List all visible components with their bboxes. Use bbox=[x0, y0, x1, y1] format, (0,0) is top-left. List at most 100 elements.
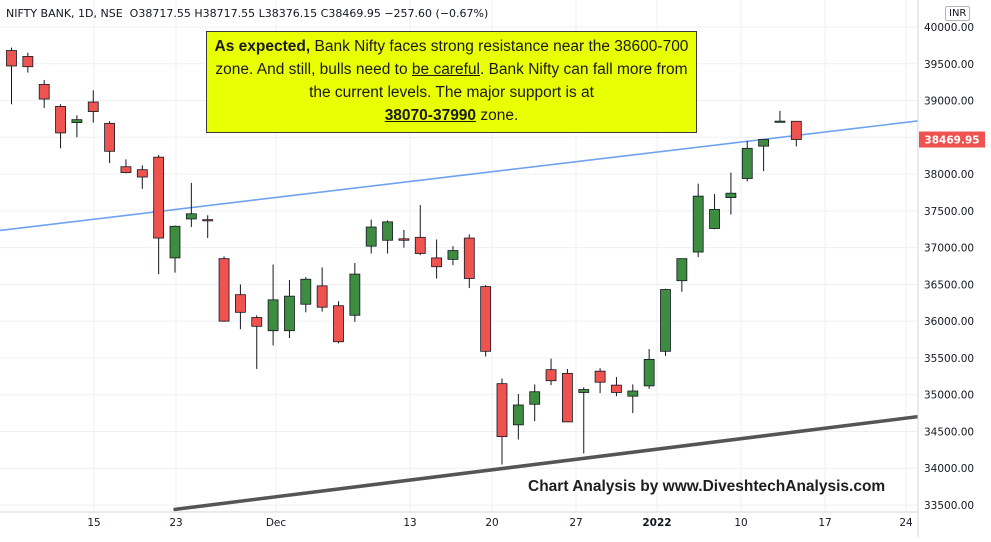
annotation-text: Bank Nifty faces strong resistance near … bbox=[215, 38, 689, 78]
candle-body bbox=[709, 208, 720, 229]
candle-body bbox=[529, 391, 541, 405]
candle-body bbox=[316, 285, 328, 308]
candle bbox=[529, 384, 541, 422]
candle-body bbox=[22, 56, 34, 68]
candle-body bbox=[38, 83, 50, 100]
candle bbox=[333, 301, 344, 344]
candle-body bbox=[349, 273, 361, 316]
candle-body bbox=[169, 225, 181, 259]
candle-body bbox=[594, 370, 606, 383]
candle-body bbox=[153, 156, 165, 239]
candle bbox=[349, 263, 361, 322]
candle-body bbox=[251, 317, 263, 327]
candle-body bbox=[87, 101, 99, 112]
candle bbox=[382, 220, 393, 254]
candle-body bbox=[660, 289, 671, 352]
trendlines bbox=[0, 104, 991, 512]
candle bbox=[643, 349, 655, 389]
x-tick-label: 15 bbox=[87, 517, 100, 529]
candle-body bbox=[611, 384, 622, 393]
candle bbox=[284, 279, 295, 339]
candle bbox=[218, 256, 230, 322]
resistance-trendline[interactable] bbox=[0, 104, 991, 239]
candle bbox=[611, 377, 622, 397]
candle bbox=[512, 393, 524, 440]
candle-body bbox=[300, 278, 312, 305]
candle bbox=[104, 121, 115, 164]
annotation-text-2: . Bank Nifty can fall more from the curr… bbox=[309, 61, 688, 101]
candle-body bbox=[333, 305, 344, 343]
candle bbox=[202, 215, 214, 239]
candle bbox=[758, 139, 769, 172]
y-tick-label: 33500.00 bbox=[924, 500, 974, 512]
candle bbox=[169, 225, 181, 273]
candle-body bbox=[218, 258, 230, 322]
x-tick-label: 13 bbox=[403, 517, 416, 529]
candle bbox=[22, 52, 34, 73]
candle-body bbox=[627, 390, 639, 397]
candle-body bbox=[398, 238, 410, 241]
x-tick-label: 20 bbox=[485, 517, 498, 529]
y-tick-label: 40000.00 bbox=[924, 22, 974, 34]
symbol-header: NIFTY BANK, 1D, NSE O38717.55 H38717.55 … bbox=[6, 7, 488, 20]
candle bbox=[316, 267, 328, 312]
y-tick-label: 35500.00 bbox=[924, 353, 974, 365]
candle bbox=[153, 154, 165, 275]
candle bbox=[463, 234, 475, 289]
candle-body bbox=[365, 226, 377, 247]
candle bbox=[447, 246, 459, 266]
candle-body bbox=[463, 237, 475, 279]
candle-body bbox=[790, 120, 802, 140]
candle-body bbox=[480, 286, 492, 352]
candle bbox=[627, 384, 639, 414]
candle-body bbox=[382, 221, 393, 241]
candle-body bbox=[136, 169, 148, 178]
y-tick-label: 38000.00 bbox=[924, 169, 974, 181]
candle bbox=[365, 219, 377, 254]
currency-badge[interactable]: INR bbox=[945, 6, 971, 21]
candle-body bbox=[202, 219, 214, 222]
candle bbox=[480, 285, 492, 357]
x-tick-label: 23 bbox=[169, 517, 182, 529]
candle-body bbox=[725, 192, 737, 199]
candle bbox=[578, 387, 590, 454]
candle-body bbox=[578, 389, 590, 393]
symbol-name: NIFTY BANK, 1D, NSE bbox=[6, 7, 123, 20]
candle bbox=[594, 368, 606, 394]
y-tick-label: 39000.00 bbox=[924, 96, 974, 108]
chart-credit: Chart Analysis by www.DiveshtechAnalysis… bbox=[528, 478, 886, 495]
y-tick-label: 34500.00 bbox=[924, 426, 974, 438]
candle bbox=[71, 115, 83, 138]
candle-body bbox=[643, 358, 655, 387]
y-tick-label: 35000.00 bbox=[924, 390, 974, 402]
candle bbox=[6, 47, 17, 105]
candle-body bbox=[676, 258, 688, 282]
support-trendline[interactable] bbox=[173, 399, 991, 512]
annotation-support-zone: 38070-37990 bbox=[384, 107, 477, 124]
candle bbox=[414, 204, 426, 255]
x-tick-label: 27 bbox=[569, 517, 582, 529]
candle bbox=[431, 239, 443, 279]
candle bbox=[300, 277, 312, 313]
candle-body bbox=[545, 369, 557, 382]
x-tick-label: 17 bbox=[818, 517, 831, 529]
candle bbox=[545, 358, 557, 386]
candle-body bbox=[120, 166, 132, 174]
candle bbox=[676, 258, 688, 292]
candles bbox=[6, 47, 802, 465]
candle bbox=[562, 368, 573, 423]
x-tick-label: Dec bbox=[266, 517, 287, 529]
candle bbox=[251, 315, 263, 369]
x-tick-label: 2022 bbox=[642, 517, 671, 529]
candle bbox=[709, 193, 720, 230]
candle-body bbox=[71, 119, 83, 124]
candle bbox=[38, 79, 50, 108]
candle bbox=[398, 229, 410, 248]
candle-body bbox=[185, 213, 197, 220]
candle bbox=[774, 110, 786, 123]
candle bbox=[267, 264, 279, 346]
candle-body bbox=[234, 294, 246, 313]
candle-body bbox=[414, 236, 426, 254]
candle-body bbox=[104, 122, 115, 152]
candle bbox=[136, 165, 148, 189]
